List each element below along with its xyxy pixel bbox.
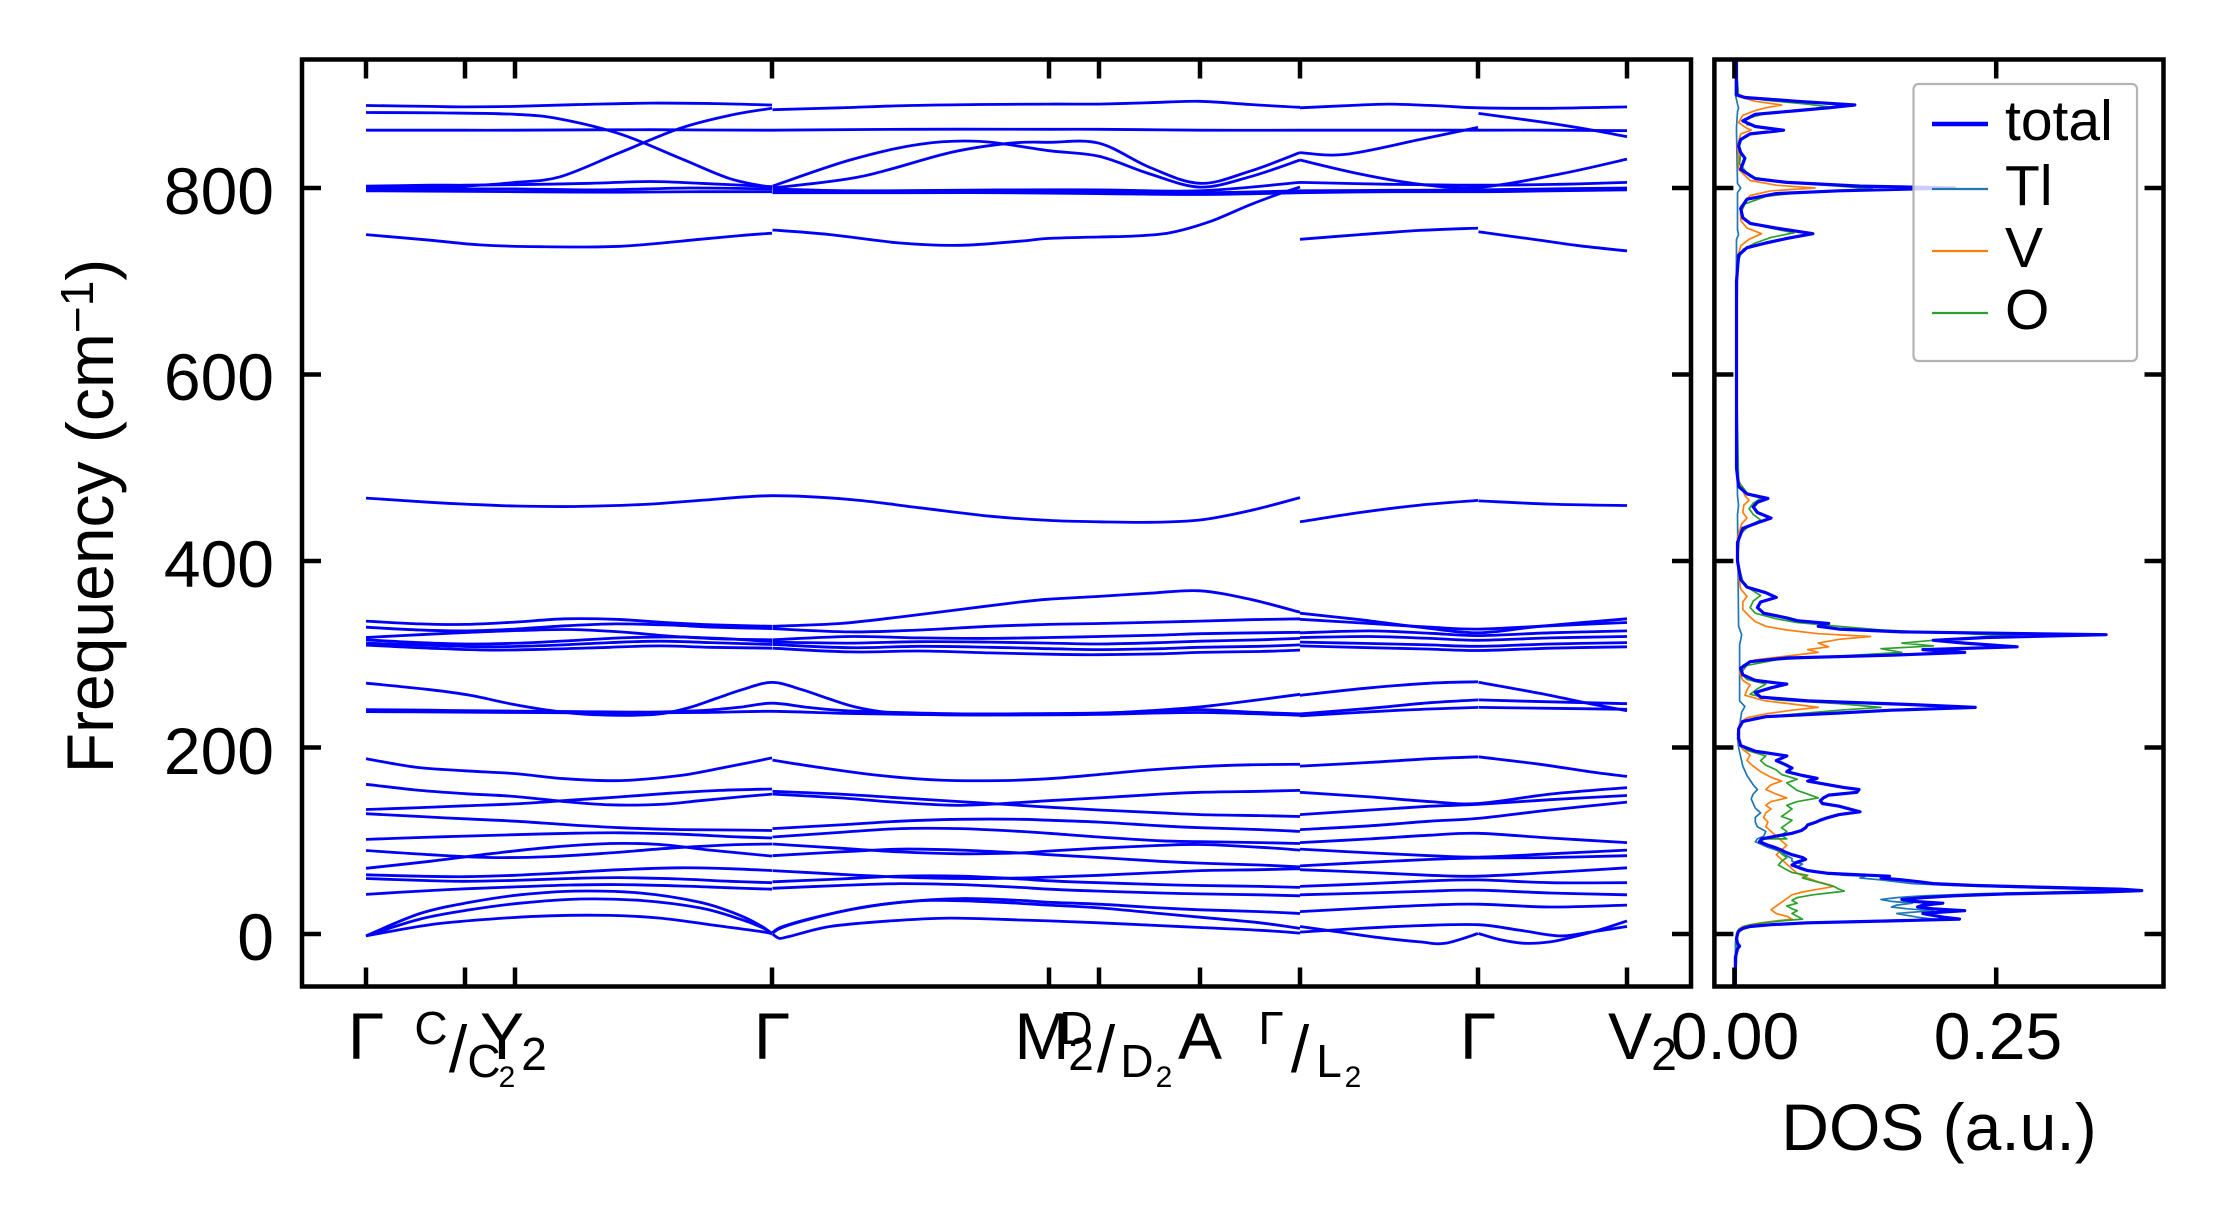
- svg-text:0.00: 0.00: [1671, 999, 1799, 1073]
- svg-text:Γ: Γ: [754, 999, 790, 1073]
- svg-text:/: /: [1291, 1012, 1310, 1086]
- svg-text:V: V: [2005, 216, 2043, 280]
- svg-text:C: C: [414, 1002, 447, 1054]
- svg-text:200: 200: [164, 714, 274, 788]
- svg-text:Tl: Tl: [2005, 154, 2052, 218]
- svg-text:2: 2: [1068, 1028, 1094, 1080]
- svg-text:/: /: [1097, 1012, 1116, 1086]
- svg-text:400: 400: [164, 527, 274, 601]
- svg-text:O: O: [2005, 278, 2049, 342]
- svg-text:Frequency (cm−1): Frequency (cm−1): [51, 259, 127, 774]
- svg-text:2: 2: [1651, 1028, 1677, 1080]
- svg-text:2: 2: [499, 1061, 516, 1094]
- svg-text:Γ: Γ: [1460, 999, 1496, 1073]
- svg-text:V: V: [1608, 999, 1652, 1073]
- svg-text:Γ: Γ: [348, 999, 384, 1073]
- svg-text:DOS (a.u.): DOS (a.u.): [1781, 1090, 2096, 1164]
- svg-text:C: C: [467, 1035, 500, 1087]
- svg-text:800: 800: [164, 154, 274, 228]
- svg-text:2: 2: [1156, 1061, 1173, 1094]
- svg-text:600: 600: [164, 340, 274, 414]
- svg-text:0.25: 0.25: [1934, 999, 2062, 1073]
- svg-text:2: 2: [1345, 1061, 1362, 1094]
- svg-text:Y: Y: [480, 999, 524, 1073]
- svg-text:2: 2: [521, 1028, 547, 1080]
- svg-text:A: A: [1178, 999, 1222, 1073]
- svg-text:/: /: [449, 1012, 468, 1086]
- svg-text:D: D: [1059, 1002, 1092, 1054]
- svg-text:D: D: [1120, 1035, 1153, 1087]
- svg-text:0: 0: [237, 900, 274, 974]
- svg-text:M: M: [1015, 999, 1070, 1073]
- svg-text:L: L: [1316, 1035, 1342, 1087]
- svg-text:total: total: [2005, 89, 2113, 153]
- svg-text:Γ: Γ: [1258, 1002, 1283, 1054]
